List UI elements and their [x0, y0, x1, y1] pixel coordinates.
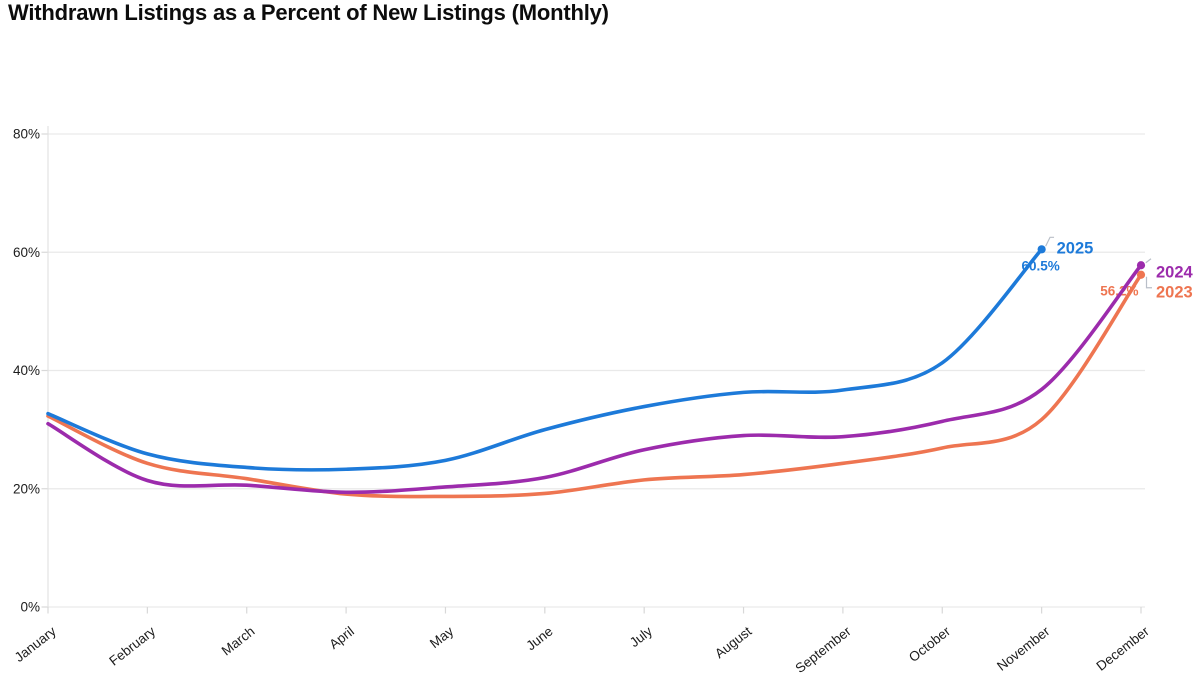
x-axis-month-label: November	[994, 623, 1053, 673]
chart-title: Withdrawn Listings as a Percent of New L…	[8, 0, 609, 25]
x-axis-month-label: July	[627, 623, 655, 650]
y-axis-tick-label: 60%	[13, 245, 40, 260]
series-endpoint-marker-2024[interactable]	[1136, 261, 1146, 270]
series-line-2024[interactable]	[46, 263, 1143, 495]
x-axis-month-label: January	[12, 623, 59, 665]
x-axis-month-label: April	[326, 624, 357, 652]
x-axis-month-label: February	[106, 623, 158, 668]
series-year-label-2025: 2025	[1057, 239, 1094, 257]
series-value-label-2023: 56.2%	[1100, 284, 1138, 299]
x-axis-month-label: March	[219, 624, 258, 659]
leader-line-2023	[1145, 276, 1152, 289]
y-axis-tick-label: 20%	[13, 481, 40, 496]
x-axis-month-label: September	[792, 623, 854, 676]
series-endpoint-marker-2025[interactable]	[1037, 245, 1046, 254]
x-axis-month-label: October	[906, 623, 953, 665]
series-line-2025[interactable]	[46, 247, 1044, 472]
x-axis-month-label: May	[427, 623, 457, 651]
leader-line-2025	[1045, 236, 1055, 247]
x-axis-month-label: December	[1094, 623, 1153, 673]
series-line-2023[interactable]	[46, 272, 1143, 499]
y-axis-tick-label: 40%	[13, 363, 40, 378]
series-year-label-2024: 2024	[1156, 263, 1193, 281]
series-endpoint-marker-2023[interactable]	[1136, 270, 1146, 279]
series-year-label-2023: 2023	[1156, 284, 1193, 302]
x-axis-month-label: August	[712, 623, 755, 661]
y-axis-tick-label: 0%	[20, 600, 40, 615]
y-axis-tick-label: 80%	[13, 127, 40, 142]
x-axis-month-label: June	[523, 624, 555, 654]
leader-line-2024	[1145, 258, 1152, 264]
series-value-label-2025: 60.5%	[1021, 258, 1059, 273]
